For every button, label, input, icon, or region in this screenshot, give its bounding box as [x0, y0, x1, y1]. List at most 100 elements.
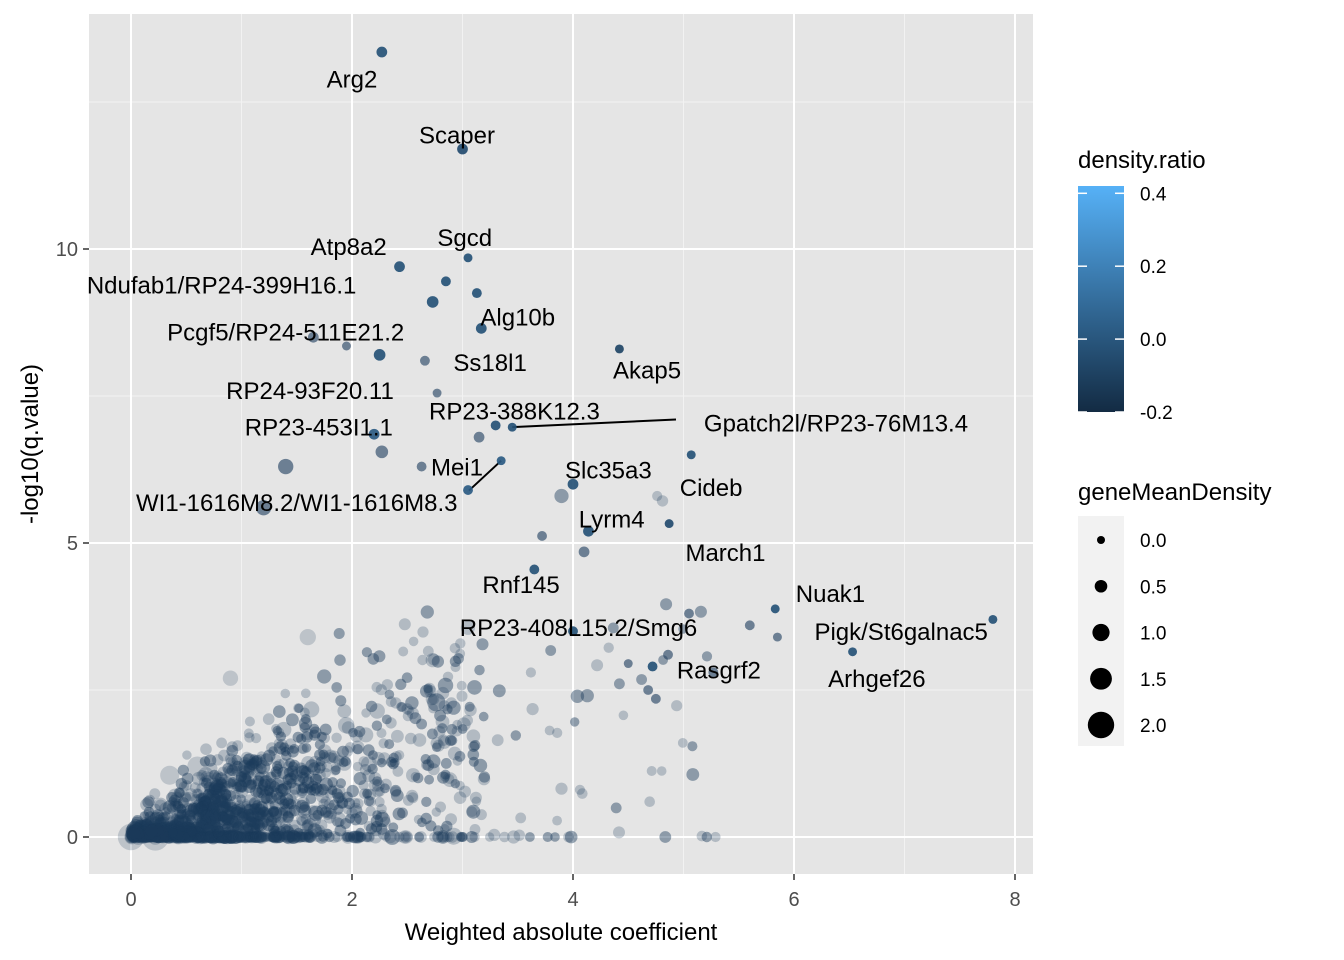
data-point	[376, 728, 387, 739]
data-point	[196, 770, 208, 781]
data-point	[248, 797, 261, 809]
data-point	[254, 831, 267, 843]
data-point	[372, 776, 383, 787]
data-point	[267, 785, 279, 798]
data-point	[182, 829, 193, 840]
data-point	[432, 739, 445, 752]
gene-label: Scaper	[419, 122, 495, 149]
data-point	[275, 783, 289, 797]
data-point	[325, 789, 335, 800]
data-point	[217, 830, 230, 843]
data-point	[172, 824, 183, 836]
data-point	[149, 811, 164, 825]
data-point	[367, 653, 380, 665]
data-point	[271, 831, 282, 843]
data-point	[266, 831, 277, 843]
data-point	[177, 828, 194, 844]
data-point	[282, 810, 294, 822]
data-point	[147, 828, 160, 842]
data-point	[423, 683, 433, 694]
data-point	[456, 680, 467, 691]
data-point	[192, 809, 204, 821]
data-point	[301, 743, 312, 753]
data-point	[146, 830, 157, 841]
data-point	[181, 829, 195, 843]
data-point	[232, 774, 245, 787]
data-point	[363, 795, 375, 807]
labeled-point	[614, 344, 624, 354]
data-point	[146, 831, 158, 843]
data-point	[272, 725, 282, 736]
data-point	[285, 758, 295, 768]
data-point	[196, 783, 208, 794]
data-point	[243, 760, 255, 773]
data-point	[178, 831, 188, 842]
data-point	[240, 830, 253, 844]
data-point	[143, 823, 153, 834]
data-point	[213, 831, 225, 843]
data-point	[145, 831, 157, 843]
data-point	[445, 827, 463, 845]
data-point	[176, 803, 187, 814]
data-point	[375, 809, 389, 823]
data-point	[287, 832, 298, 842]
data-point	[152, 826, 163, 837]
data-point	[131, 824, 144, 838]
gene-label: Gpatch2l/RP23-76M13.4	[704, 410, 968, 437]
gene-label: Mei1	[431, 455, 483, 482]
data-point	[427, 728, 438, 740]
data-point	[308, 780, 319, 791]
data-point	[371, 720, 383, 731]
data-point	[397, 807, 408, 819]
data-point	[129, 821, 143, 835]
data-point	[145, 829, 155, 840]
data-point	[701, 651, 713, 662]
data-point	[226, 829, 239, 841]
data-point	[145, 829, 155, 840]
data-point	[167, 828, 178, 839]
data-point	[254, 831, 267, 843]
data-point	[224, 805, 236, 817]
data-point	[144, 822, 162, 840]
data-point	[659, 831, 672, 843]
data-point	[138, 831, 150, 843]
data-point	[296, 831, 307, 843]
data-point	[331, 765, 341, 775]
data-point	[140, 829, 151, 840]
data-point	[320, 806, 332, 818]
data-point	[172, 827, 183, 838]
data-point	[190, 830, 201, 840]
data-point	[129, 832, 140, 842]
data-point	[234, 779, 247, 793]
data-point	[299, 801, 310, 812]
data-point	[437, 831, 449, 843]
data-point	[196, 828, 207, 839]
data-point	[259, 786, 270, 797]
data-point	[191, 830, 204, 844]
data-point	[138, 831, 151, 843]
data-point	[158, 824, 174, 839]
data-point	[178, 814, 189, 825]
data-point	[156, 830, 170, 844]
data-point	[409, 712, 422, 725]
data-point	[145, 827, 158, 840]
data-point	[172, 832, 183, 842]
data-point	[331, 765, 341, 775]
data-point	[223, 826, 234, 837]
data-point	[455, 780, 465, 791]
data-point	[175, 829, 188, 842]
data-point	[138, 831, 150, 842]
data-point	[150, 826, 160, 836]
data-point	[261, 832, 272, 842]
data-point	[377, 758, 387, 768]
data-point	[270, 788, 283, 801]
data-point	[317, 669, 332, 684]
data-point	[296, 765, 310, 779]
data-point	[231, 754, 242, 766]
data-point	[221, 799, 232, 809]
data-point	[319, 777, 333, 791]
data-point	[671, 700, 683, 712]
data-point	[245, 832, 255, 842]
data-point	[286, 807, 297, 819]
data-point	[233, 831, 246, 843]
